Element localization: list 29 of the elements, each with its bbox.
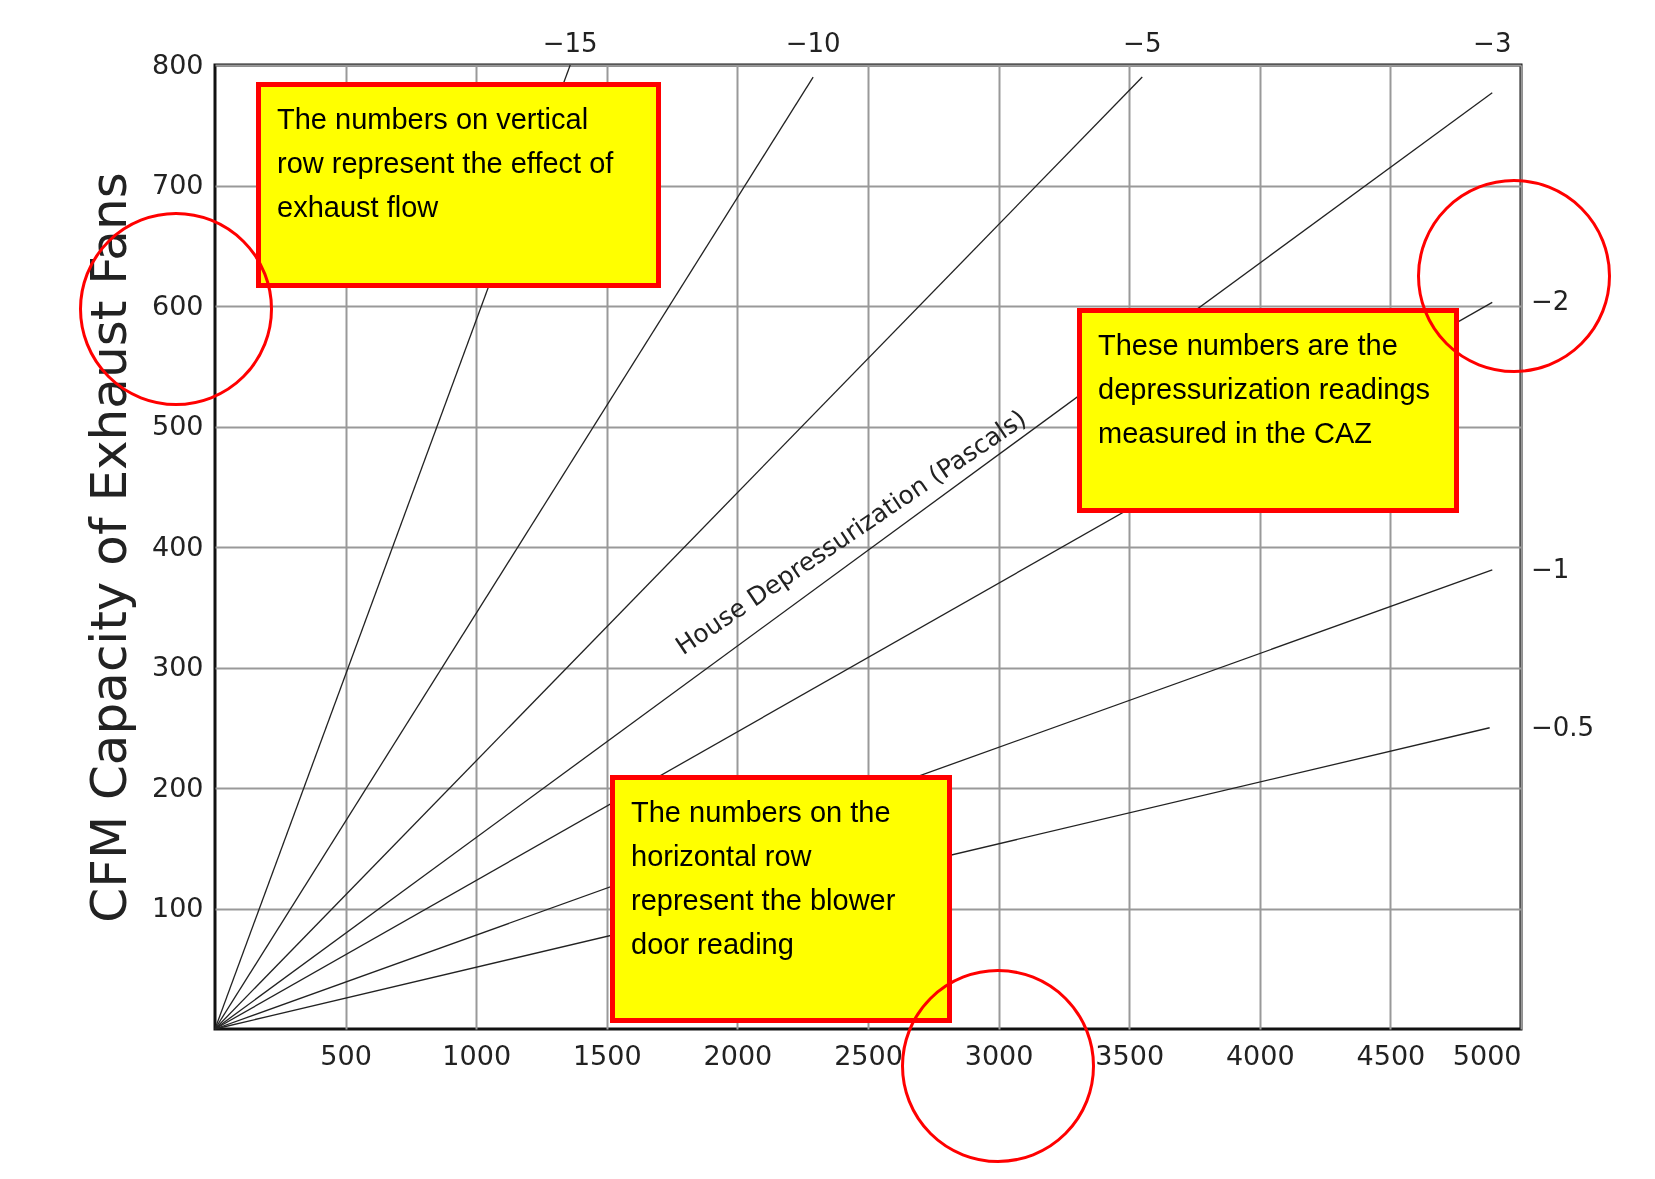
x-tick-label: 1500 bbox=[572, 1039, 642, 1071]
callout-box: The numbers on vertical row represent the effect of exhaust flow bbox=[256, 82, 661, 288]
series-label: −10 bbox=[785, 28, 841, 58]
y-tick-label: 800 bbox=[151, 48, 204, 80]
y-tick-label: 100 bbox=[151, 892, 204, 923]
y-tick-label: 200 bbox=[151, 771, 204, 803]
x-tick-label: 3500 bbox=[1095, 1039, 1165, 1071]
x-tick-label: 500 bbox=[320, 1039, 372, 1071]
y-axis-title: CFM Capacity of Exhaust Fans bbox=[79, 172, 138, 923]
y-tick-label: 300 bbox=[151, 651, 204, 682]
series-label: −0.5 bbox=[1531, 711, 1595, 742]
x-tick-label: 2000 bbox=[703, 1039, 773, 1071]
y-tick-label: 600 bbox=[151, 289, 204, 321]
x-tick-label: 5000 bbox=[1452, 1039, 1522, 1071]
callout-box: The numbers on the horizontal row represent the blower door reading bbox=[610, 775, 952, 1023]
series-label: −5 bbox=[1123, 28, 1162, 58]
x-tick-label: 4000 bbox=[1225, 1039, 1295, 1071]
x-tick-label: 4500 bbox=[1356, 1039, 1426, 1071]
callout-box: These numbers are the depressurization readings measured in the CAZ bbox=[1077, 308, 1459, 513]
y-tick-label: 500 bbox=[151, 410, 204, 441]
y-tick-label: 400 bbox=[151, 530, 204, 562]
series-label: −3 bbox=[1473, 28, 1512, 58]
x-tick-label: 3000 bbox=[964, 1039, 1034, 1071]
series-label: −1 bbox=[1531, 553, 1570, 584]
series-label: −15 bbox=[542, 28, 598, 58]
y-tick-label: 700 bbox=[151, 169, 204, 200]
x-tick-label: 1000 bbox=[442, 1039, 512, 1071]
series-label: −2 bbox=[1531, 286, 1570, 317]
x-tick-label: 2500 bbox=[834, 1039, 903, 1071]
